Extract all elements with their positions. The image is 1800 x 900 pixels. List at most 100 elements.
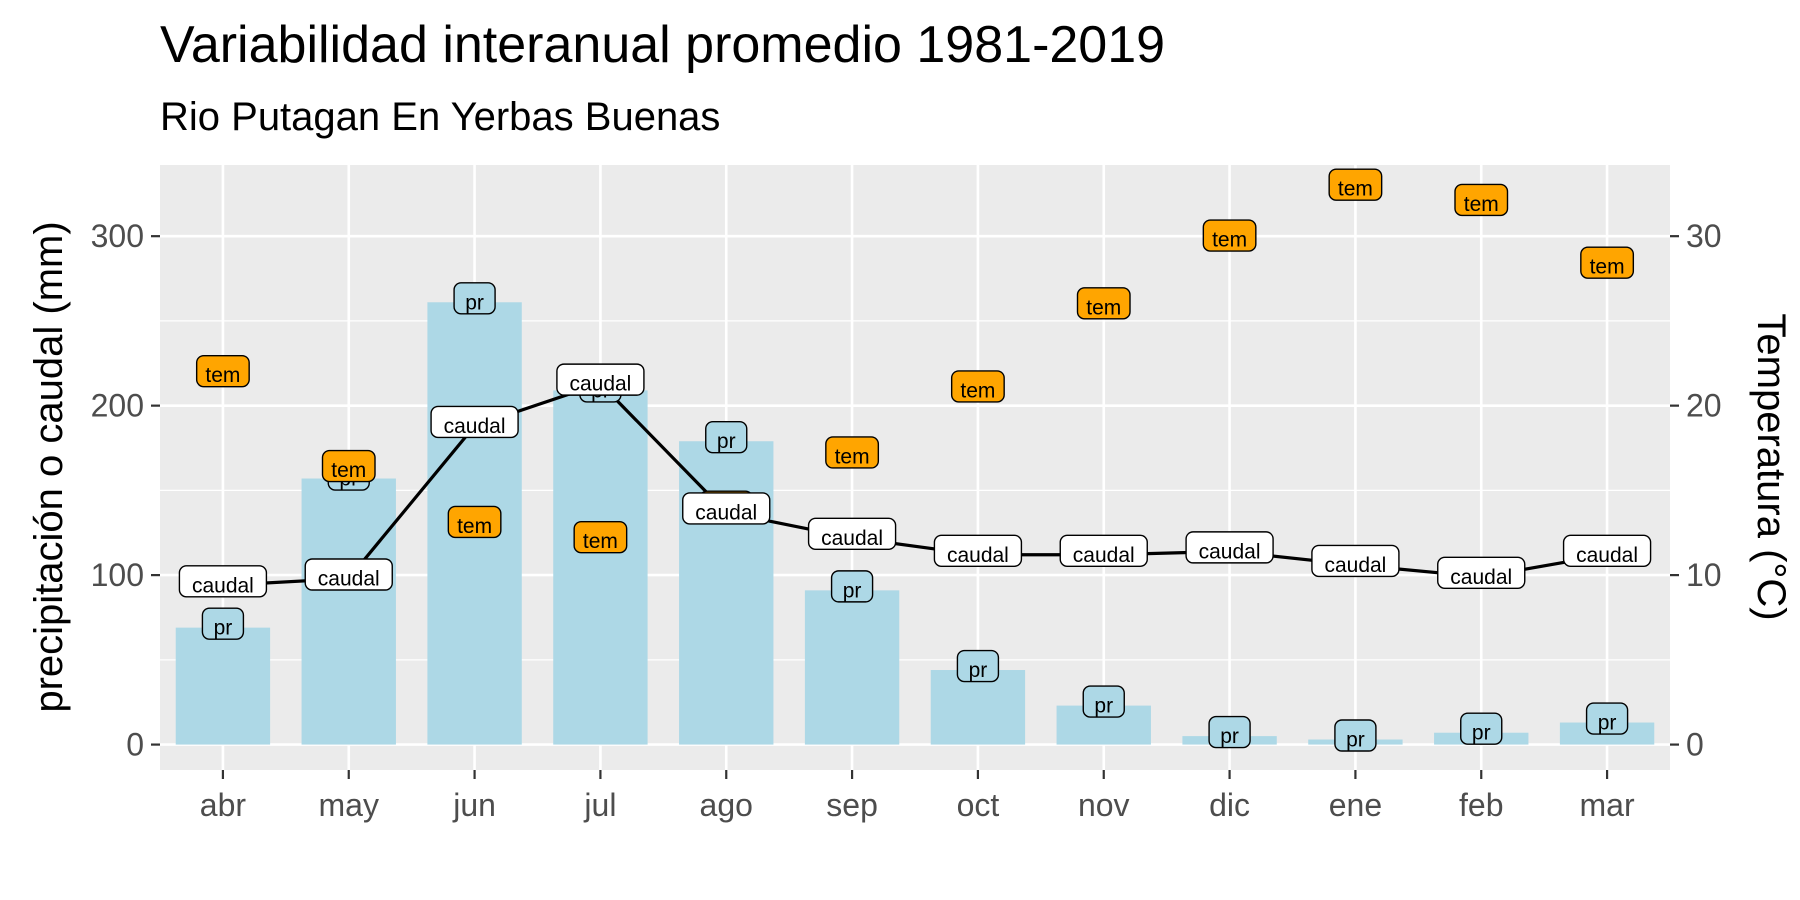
y-axis-title: precipitación o caudal (mm): [27, 221, 71, 712]
data-label-caudal: caudal: [304, 558, 393, 591]
data-labels: prprprprprprprprprprprprtemtemtemtemtemt…: [178, 168, 1652, 752]
data-label-box: [304, 558, 393, 591]
x-tick-label: dic: [1209, 787, 1250, 823]
x-tick-label: sep: [826, 787, 878, 823]
bar: [301, 478, 396, 745]
data-label-text: tem: [1464, 193, 1499, 216]
data-label-pr: pr: [1585, 702, 1629, 735]
y-tick-label: 100: [91, 557, 144, 593]
data-label-box: [1076, 287, 1131, 320]
data-label-tem: tem: [1580, 246, 1635, 279]
bar: [930, 670, 1026, 745]
data-label-caudal: caudal: [1059, 534, 1148, 567]
x-tick-label: nov: [1078, 787, 1130, 823]
data-label-box: [1562, 534, 1652, 567]
bar: [175, 627, 271, 745]
data-label-caudal: caudal: [556, 363, 645, 396]
data-label-text: pr: [214, 617, 233, 640]
data-label-text: caudal: [318, 568, 380, 591]
y2-tick-label: 0: [1686, 727, 1704, 763]
data-label-box: [453, 282, 496, 315]
data-label-box: [447, 505, 502, 539]
x-tick-label: ene: [1329, 787, 1382, 823]
data-label-box: [830, 570, 874, 603]
data-label-box: [825, 436, 880, 469]
data-label-pr: pr: [1460, 712, 1503, 745]
data-label-caudal: caudal: [682, 492, 771, 525]
data-label-text: tem: [331, 459, 366, 482]
data-label-text: pr: [969, 659, 988, 682]
data-label-text: caudal: [1199, 540, 1261, 563]
data-label-box: [1202, 219, 1257, 252]
axes: 0 100 200 300 0 10 20 30 abr may jun jul ago sep oct no…: [91, 218, 1722, 823]
data-label-tem: tem: [321, 449, 376, 483]
x-tick-label: may: [319, 787, 379, 823]
data-label-tem: tem: [1076, 287, 1131, 320]
data-label-tem: tem: [1328, 168, 1383, 201]
data-label-text: caudal: [192, 574, 254, 597]
data-label-tem: tem: [573, 521, 628, 554]
bar: [679, 441, 774, 745]
data-label-pr: pr: [830, 570, 874, 603]
data-label-box: [178, 565, 268, 598]
data-label-box: [201, 607, 245, 640]
data-label-pr: pr: [705, 421, 748, 454]
data-label-box: [1082, 685, 1125, 718]
data-label-text: pr: [717, 430, 736, 453]
x-tick-label: abr: [200, 787, 247, 823]
y-tick-label: 300: [91, 218, 144, 254]
data-label-caudal: caudal: [933, 534, 1023, 567]
x-tick-label: jul: [583, 787, 616, 823]
data-label-tem: tem: [825, 436, 880, 469]
data-label-text: caudal: [1450, 566, 1512, 589]
y-tick-label: 0: [126, 727, 144, 763]
x-tick-label: jun: [452, 787, 496, 823]
y2-tick-label: 20: [1686, 388, 1722, 424]
chart-title: Variabilidad interanual promedio 1981-20…: [160, 16, 1165, 74]
data-label-text: tem: [1212, 229, 1247, 252]
data-label-box: [1311, 544, 1400, 578]
data-label-text: caudal: [1324, 554, 1386, 577]
data-label-text: pr: [843, 579, 862, 602]
bar: [804, 590, 900, 745]
data-label-text: tem: [1086, 296, 1121, 319]
data-label-text: pr: [1472, 722, 1491, 745]
chart-subtitle: Rio Putagan En Yerbas Buenas: [160, 95, 720, 139]
data-label-box: [430, 405, 519, 439]
data-label-tem: tem: [950, 370, 1005, 403]
data-label-caudal: caudal: [430, 405, 519, 439]
y-tick-label: 200: [91, 388, 144, 424]
data-label-box: [807, 517, 897, 551]
data-label-text: tem: [835, 445, 870, 468]
data-label-text: pr: [1220, 725, 1239, 748]
data-label-caudal: caudal: [178, 565, 268, 598]
data-label-tem: tem: [1454, 183, 1509, 217]
data-label-box: [1334, 719, 1377, 752]
data-label-text: caudal: [1073, 544, 1135, 567]
data-label-pr: pr: [956, 649, 1000, 683]
data-label-box: [1460, 712, 1503, 745]
data-label-tem: tem: [195, 354, 250, 388]
data-label-text: tem: [960, 379, 995, 402]
x-tick-label: oct: [957, 787, 1000, 823]
data-label-caudal: caudal: [1185, 531, 1274, 564]
data-label-text: pr: [1598, 712, 1617, 735]
y2-axis-title: Temperatura (°C): [1749, 313, 1793, 620]
data-label-box: [1454, 183, 1509, 217]
data-label-box: [1437, 556, 1526, 590]
data-label-text: tem: [583, 530, 618, 553]
bar: [553, 390, 648, 745]
data-label-caudal: caudal: [1311, 544, 1400, 578]
data-label-pr: pr: [201, 607, 245, 640]
data-label-text: caudal: [695, 501, 757, 524]
data-label-text: caudal: [1576, 544, 1638, 567]
data-label-box: [1580, 246, 1635, 279]
data-label-box: [195, 354, 250, 388]
data-label-box: [682, 492, 771, 525]
data-label-caudal: caudal: [1437, 556, 1526, 590]
data-label-tem: tem: [447, 505, 502, 539]
x-tick-label: mar: [1580, 787, 1635, 823]
data-label-box: [933, 534, 1023, 567]
data-label-box: [1208, 715, 1251, 749]
